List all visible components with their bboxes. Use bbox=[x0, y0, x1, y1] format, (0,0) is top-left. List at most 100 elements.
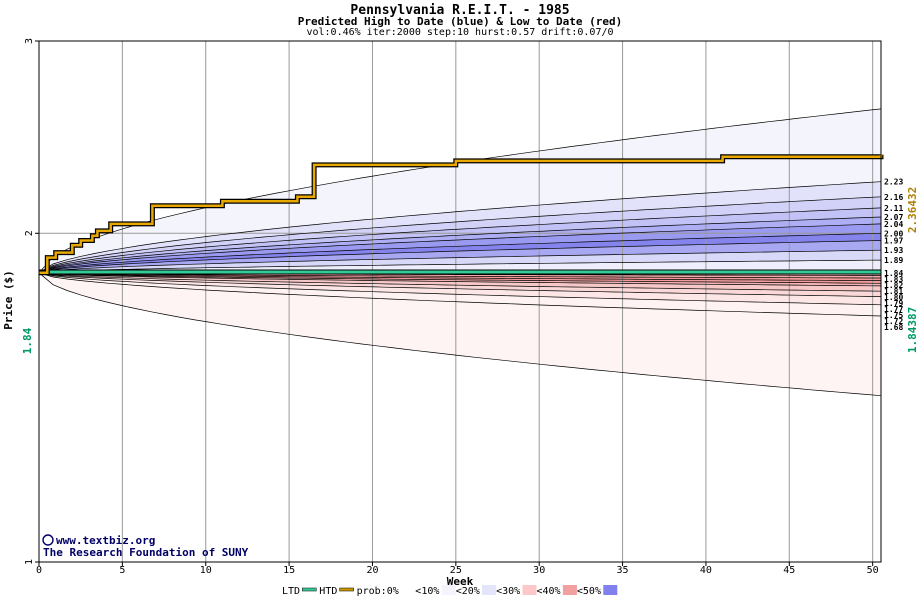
contour-line-9 bbox=[38, 259, 882, 274]
legend-label-5: <30% bbox=[496, 586, 520, 597]
legend-swatch-2 bbox=[401, 585, 416, 595]
contour-line-2 bbox=[38, 196, 882, 274]
high-end-label-3: 2.07 bbox=[884, 213, 903, 222]
legend-label-4: <20% bbox=[456, 586, 480, 597]
low-end-label-9: 1.68 bbox=[884, 323, 903, 332]
y-tick-label-2: 2 bbox=[24, 230, 35, 236]
high-end-label-8: 1.89 bbox=[884, 256, 903, 265]
low-end-label-6: 1.77 bbox=[884, 305, 903, 314]
x-tick-label-0: 0 bbox=[36, 565, 42, 576]
x-tick-label-25: 25 bbox=[450, 565, 462, 576]
high-band-1 bbox=[39, 181, 881, 273]
contour-line-15 bbox=[38, 272, 882, 287]
legend-label-7: <50% bbox=[577, 586, 601, 597]
legend-swatch-7 bbox=[603, 585, 618, 595]
low-band-5 bbox=[39, 272, 881, 286]
contour-line-12 bbox=[38, 272, 881, 279]
contour-line-16 bbox=[38, 272, 882, 292]
legend-label-3: <10% bbox=[415, 586, 439, 597]
contour-line-3 bbox=[38, 207, 882, 274]
contour-line-13 bbox=[38, 272, 882, 281]
end-labels: 2.23 2.16 2.112.072.042.001.971.931.89 1.84… bbox=[884, 178, 903, 332]
y-tick-label-3: 3 bbox=[24, 38, 35, 44]
high-end-label-1: 2.16 bbox=[884, 193, 903, 202]
high-end-label-7: 1.93 bbox=[884, 246, 903, 255]
chart-subtitle: Predicted High to Date (blue) & Low to D… bbox=[297, 15, 623, 28]
contour-line-7 bbox=[38, 240, 882, 274]
x-tick-label-45: 45 bbox=[783, 565, 795, 576]
low-band-3 bbox=[39, 272, 881, 281]
x-tick-label-40: 40 bbox=[700, 565, 712, 576]
x-tick-label-10: 10 bbox=[200, 565, 212, 576]
x-tick-label-15: 15 bbox=[283, 565, 295, 576]
high-end-label-4: 2.04 bbox=[884, 220, 903, 229]
series-lines bbox=[39, 154, 884, 276]
legend: LTD HTD prob:0% <10% <20% <30% <40% <50% bbox=[282, 585, 618, 597]
low-band-10 bbox=[39, 272, 881, 396]
contour-line-5 bbox=[38, 223, 882, 274]
copyright-icon bbox=[42, 534, 54, 546]
high-band-3 bbox=[39, 207, 881, 273]
axes: 0 5 10 15 20 25 30 35 40 45 50 1 2 3 bbox=[24, 38, 879, 576]
low-end-label-8: 1.72 bbox=[884, 317, 903, 326]
low-end-label-7: 1.75 bbox=[884, 311, 903, 320]
contour-line-4 bbox=[38, 216, 882, 274]
high-band-0 bbox=[39, 108, 881, 273]
legend-label-6: <40% bbox=[537, 586, 561, 597]
contour-line-14 bbox=[38, 272, 882, 284]
legend-label-1: HTD bbox=[319, 586, 337, 597]
htd-final-label: 2.36432 bbox=[906, 187, 919, 233]
low-end-label-2: 1.82 bbox=[884, 281, 903, 290]
low-end-label-1: 1.83 bbox=[884, 275, 903, 284]
legend-swatch-3 bbox=[441, 585, 456, 595]
contour-line-1 bbox=[38, 181, 882, 274]
x-tick-label-5: 5 bbox=[119, 565, 125, 576]
x-tick-label-20: 20 bbox=[366, 565, 378, 576]
watermark-url: www.textbiz.org bbox=[56, 534, 155, 547]
x-tick-label-35: 35 bbox=[617, 565, 629, 576]
high-end-label-5: 2.00 bbox=[884, 229, 903, 238]
high-band-8 bbox=[39, 250, 881, 273]
high-band-2 bbox=[39, 196, 881, 273]
low-band-7 bbox=[39, 272, 881, 297]
y-tick-label-1: 1 bbox=[24, 559, 35, 565]
x-tick-label-50: 50 bbox=[867, 565, 879, 576]
legend-swatch-4 bbox=[482, 585, 497, 595]
watermark-org: The Research Foundation of SUNY bbox=[43, 546, 249, 559]
start-price-label: 1.84 bbox=[21, 327, 34, 354]
low-end-label-0: 1.84 bbox=[884, 269, 903, 278]
contour-line-17 bbox=[38, 272, 882, 297]
high-end-label-0: 2.23 bbox=[884, 178, 903, 187]
contour-lines bbox=[38, 108, 882, 397]
legend-swatch-6 bbox=[562, 585, 577, 595]
legend-swatch-0 bbox=[302, 587, 317, 592]
low-band-6 bbox=[39, 272, 881, 292]
chart-title: Pennsylvania R.E.I.T. - 1985 bbox=[350, 3, 570, 18]
low-band-4 bbox=[39, 272, 881, 284]
plot-frame bbox=[38, 40, 882, 563]
ltd-final-label: 1.84387 bbox=[906, 307, 919, 353]
contour-line-20 bbox=[38, 272, 882, 397]
htd-line bbox=[39, 154, 883, 275]
x-axis-label: Week bbox=[447, 575, 474, 588]
low-end-label-4: 1.80 bbox=[884, 293, 903, 302]
x-tick-label-30: 30 bbox=[533, 565, 545, 576]
y-axis-label: Price ($) bbox=[2, 270, 15, 330]
low-end-label-3: 1.81 bbox=[884, 287, 903, 296]
high-band-7 bbox=[39, 240, 881, 273]
contour-line-18 bbox=[38, 272, 882, 306]
legend-swatch-1 bbox=[339, 587, 354, 592]
high-end-label-6: 1.97 bbox=[884, 236, 903, 245]
contour-line-8 bbox=[38, 249, 882, 274]
legend-swatch-5 bbox=[522, 585, 537, 595]
low-end-label-5: 1.79 bbox=[884, 299, 903, 308]
legend-label-0: LTD bbox=[282, 586, 300, 597]
high-band-6 bbox=[39, 233, 881, 273]
high-band-5 bbox=[39, 223, 881, 273]
high-end-label-2: 2.11 bbox=[884, 204, 903, 213]
legend-label-2: prob:0% bbox=[357, 586, 399, 597]
contour-line-6 bbox=[38, 232, 882, 274]
contour-line-19 bbox=[38, 272, 882, 317]
chart-params: vol:0.46% iter:2000 step:10 hurst:0.57 d… bbox=[306, 27, 614, 38]
